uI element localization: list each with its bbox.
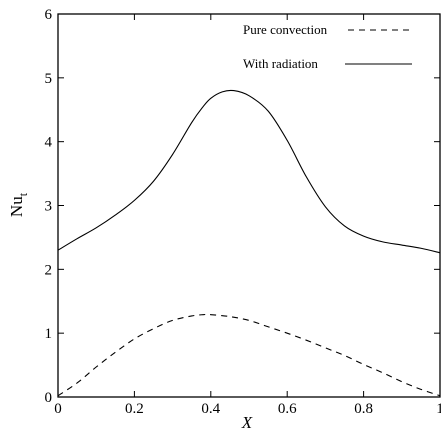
legend: Pure convection With radiation [243,22,412,71]
x-ticks: 0 0.2 0.4 0.6 0.8 1 [54,14,441,417]
y-tick-label: 0 [45,390,53,406]
x-axis-title: X [241,413,253,432]
y-tick-label: 6 [45,7,53,23]
legend-label: With radiation [243,56,318,71]
legend-label: Pure convection [243,22,328,37]
y-tick-label: 5 [45,71,53,87]
x-tick-label: 1 [436,401,441,417]
series-line-pure-convection [57,313,441,397]
plot-frame [57,13,441,398]
series-layer [57,89,441,397]
y-ticks: 0 1 2 3 4 5 6 [45,7,440,406]
y-tick-label: 3 [45,199,53,215]
x-tick-label: 0.2 [125,401,144,417]
series-line-with-radiation [57,89,441,254]
y-axis-title-main: Nu [7,196,26,217]
y-axis-title-sub: t [16,192,30,196]
x-tick-label: 0.6 [278,401,297,417]
x-tick-label: 0 [54,401,62,417]
x-tick-label: 0.8 [354,401,373,417]
x-tick-label: 0.4 [201,401,220,417]
y-tick-label: 4 [45,135,53,151]
y-axis-title: Nut [7,192,30,217]
y-tick-label: 1 [45,326,53,342]
y-tick-label: 2 [45,262,53,278]
